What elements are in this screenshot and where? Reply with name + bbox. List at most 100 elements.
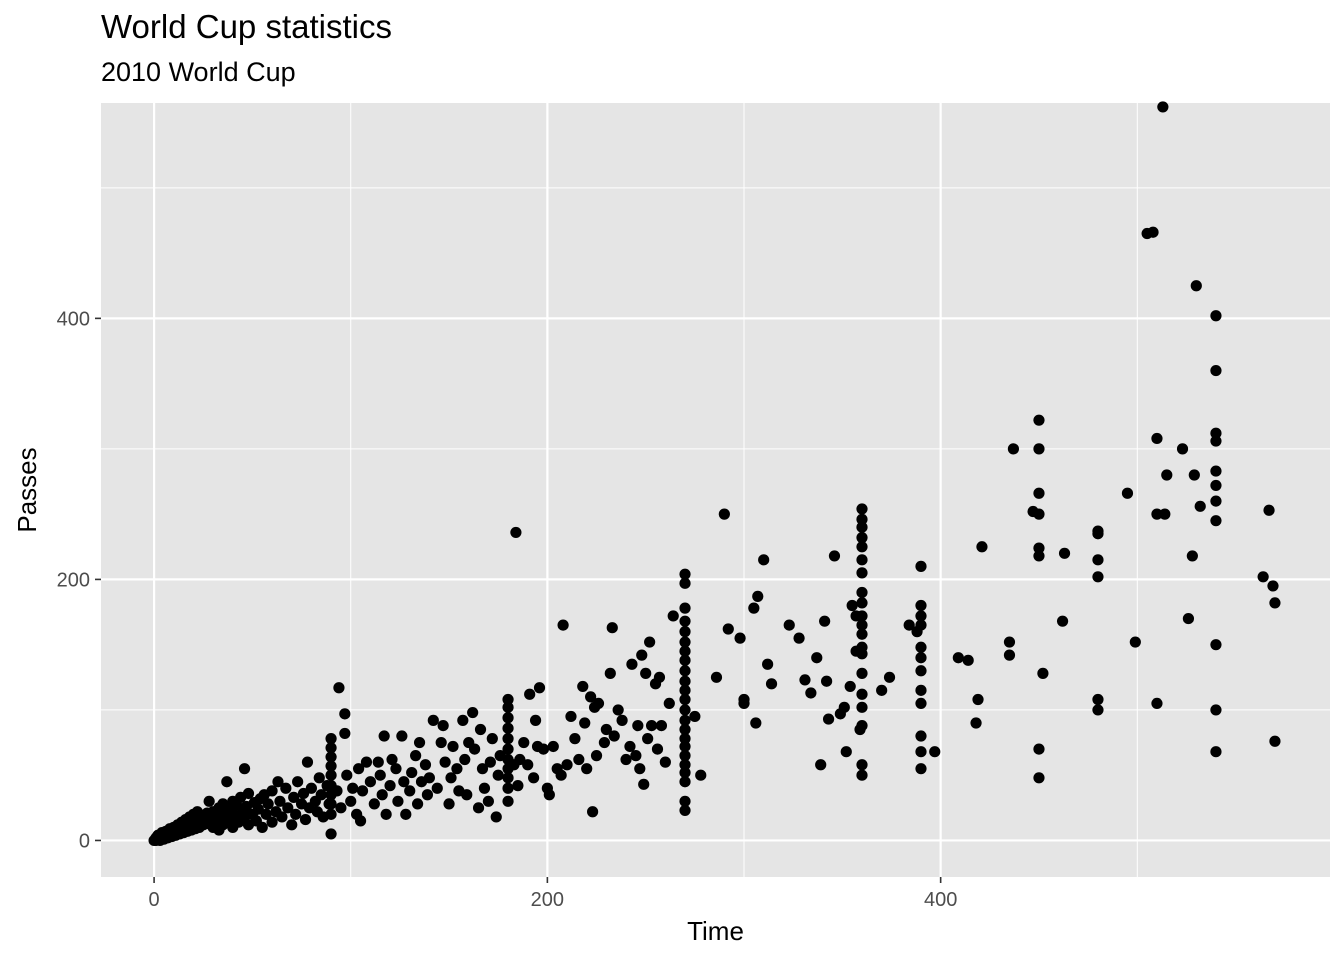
data-point (822, 713, 835, 725)
data-point (437, 719, 449, 732)
data-point (1263, 504, 1275, 516)
data-point (679, 795, 691, 807)
data-point (915, 652, 927, 664)
data-point (856, 567, 868, 579)
data-point (514, 753, 526, 766)
data-point (679, 654, 691, 666)
data-point (502, 722, 514, 734)
data-point (1210, 495, 1222, 507)
data-point (585, 691, 597, 703)
data-point (1267, 580, 1279, 592)
data-point (474, 723, 487, 736)
data-point (1033, 550, 1045, 562)
data-point (502, 712, 514, 724)
data-point (592, 697, 605, 710)
data-point (620, 753, 632, 766)
data-point (838, 701, 850, 713)
data-point (632, 719, 644, 732)
data-point (876, 684, 888, 696)
data-point (642, 733, 654, 745)
data-point (679, 615, 691, 627)
data-point (431, 782, 443, 794)
data-point (411, 798, 424, 810)
data-point (624, 740, 636, 753)
data-point (364, 776, 376, 788)
data-point (856, 597, 868, 609)
data-point (846, 599, 858, 612)
data-point (482, 795, 494, 807)
data-point (765, 678, 778, 690)
data-point (653, 671, 666, 683)
data-point (469, 743, 481, 755)
data-point (1182, 612, 1195, 625)
data-point (335, 802, 347, 814)
data-point (533, 682, 546, 694)
data-point (341, 769, 353, 781)
y-axis-title: Passes (12, 447, 42, 532)
data-point (645, 719, 658, 732)
data-point (587, 806, 599, 818)
data-point (573, 753, 585, 766)
data-point (734, 632, 746, 644)
data-point (856, 532, 868, 544)
data-point (915, 746, 927, 758)
data-point (976, 541, 988, 553)
data-point (325, 742, 337, 754)
data-point (783, 619, 795, 631)
data-point (1157, 101, 1169, 113)
data-point (856, 554, 868, 566)
data-point (679, 704, 691, 716)
data-point (915, 730, 927, 742)
data-point (679, 684, 691, 696)
data-point (612, 704, 624, 716)
data-point (203, 795, 215, 807)
data-point (325, 808, 337, 820)
data-point (439, 756, 451, 768)
data-point (1033, 743, 1045, 755)
data-point (579, 717, 591, 729)
data-point (655, 719, 668, 732)
data-point (325, 733, 337, 745)
data-point (748, 602, 760, 614)
data-points (148, 101, 1281, 847)
data-point (325, 798, 337, 810)
data-point (413, 736, 426, 749)
data-point (502, 693, 514, 706)
data-point (352, 763, 365, 775)
data-point (510, 526, 522, 539)
data-point (242, 787, 255, 800)
data-point (238, 763, 251, 775)
data-point (292, 776, 304, 788)
data-point (557, 619, 569, 631)
data-point (1190, 280, 1202, 292)
data-point (356, 785, 369, 797)
data-point (325, 760, 337, 772)
data-point (547, 740, 559, 753)
data-point (626, 658, 638, 670)
data-point (347, 782, 359, 794)
data-point (679, 766, 691, 779)
data-point (856, 688, 868, 700)
data-point (915, 763, 927, 775)
data-point (679, 693, 691, 706)
data-point (915, 610, 927, 622)
data-point (380, 808, 392, 820)
data-point (561, 759, 573, 771)
data-point (445, 772, 457, 784)
data-point (856, 641, 868, 653)
data-point (815, 759, 827, 771)
data-point (217, 798, 229, 810)
data-point (502, 772, 514, 784)
data-point (1056, 615, 1069, 627)
data-point (1037, 667, 1049, 679)
data-point (679, 714, 691, 726)
data-point (679, 602, 691, 614)
data-point (282, 802, 294, 814)
data-point (378, 730, 390, 742)
data-point (286, 819, 298, 831)
data-point (1151, 508, 1163, 520)
data-point (325, 751, 337, 763)
data-point (522, 759, 534, 771)
data-point (457, 714, 469, 726)
